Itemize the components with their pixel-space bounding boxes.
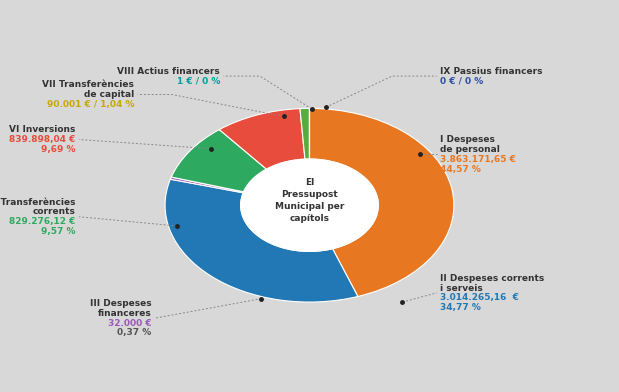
Text: VII Transferències: VII Transferències [42, 80, 134, 89]
Text: de capital: de capital [84, 90, 134, 99]
Text: III Despeses: III Despeses [90, 299, 151, 308]
Wedge shape [171, 130, 267, 192]
Text: El
Pressupost
Municipal per
capítols: El Pressupost Municipal per capítols [275, 178, 344, 223]
Wedge shape [170, 177, 244, 193]
Text: 3.863.171,65 €: 3.863.171,65 € [440, 155, 516, 164]
Text: 1 € / 0 %: 1 € / 0 % [176, 76, 220, 85]
Text: II Despeses corrents: II Despeses corrents [440, 274, 545, 283]
Text: financeres: financeres [98, 309, 151, 318]
Text: 44,57 %: 44,57 % [440, 165, 481, 174]
Text: de personal: de personal [440, 145, 500, 154]
Text: IX Passius financers: IX Passius financers [440, 67, 543, 76]
Text: i serveis: i serveis [440, 283, 483, 292]
Text: 829.276,12 €: 829.276,12 € [9, 217, 76, 226]
Text: corrents: corrents [33, 207, 76, 216]
Text: IV Transferències: IV Transferències [0, 198, 76, 207]
Wedge shape [165, 179, 358, 302]
Circle shape [241, 159, 378, 251]
Wedge shape [310, 108, 454, 296]
Text: 34,77 %: 34,77 % [440, 303, 481, 312]
Text: 0 € / 0 %: 0 € / 0 % [440, 76, 483, 85]
Text: VIII Actius financers: VIII Actius financers [118, 67, 220, 76]
Text: 32.000 €: 32.000 € [108, 319, 151, 328]
Text: 839.898,04 €: 839.898,04 € [9, 135, 76, 144]
Text: 0,37 %: 0,37 % [117, 328, 151, 337]
Text: 90.001 € / 1,04 %: 90.001 € / 1,04 % [46, 100, 134, 109]
Wedge shape [300, 108, 310, 159]
Text: 3.014.265,16  €: 3.014.265,16 € [440, 293, 519, 302]
Text: VI Inversions: VI Inversions [9, 125, 76, 134]
Text: I Despeses: I Despeses [440, 136, 495, 145]
Text: 9,57 %: 9,57 % [41, 227, 76, 236]
Text: 9,69 %: 9,69 % [41, 145, 76, 154]
Wedge shape [219, 109, 305, 169]
